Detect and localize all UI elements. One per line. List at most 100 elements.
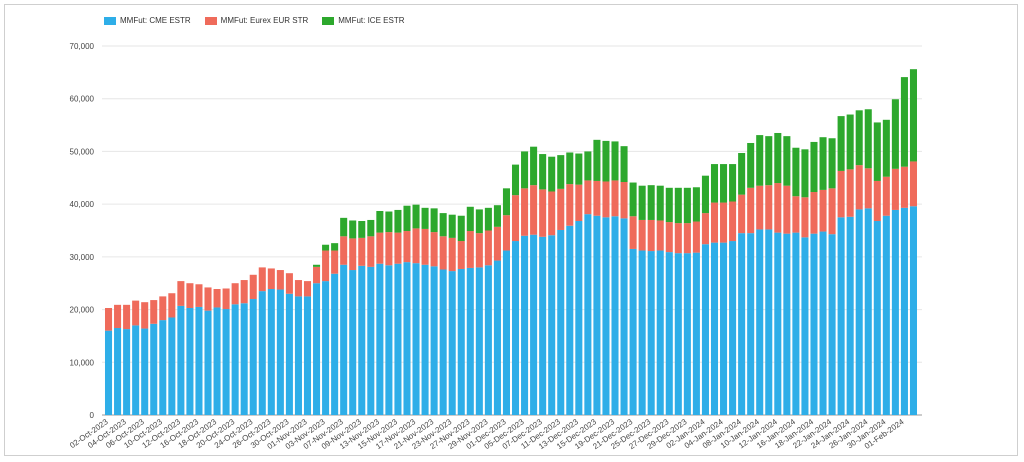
bar-cme-13-Dec-2023[interactable] xyxy=(575,221,583,415)
bar-eurex-20-Oct-2023[interactable] xyxy=(231,283,239,305)
bar-eurex-01-Dec-2023[interactable] xyxy=(502,215,510,251)
bar-eurex-02-Nov-2023[interactable] xyxy=(313,266,321,284)
bar-ice-22-Jan-2024[interactable] xyxy=(828,138,836,189)
bar-cme-23-Nov-2023[interactable] xyxy=(448,271,456,415)
bar-ice-27-Nov-2023[interactable] xyxy=(466,206,474,232)
bar-eurex-25-Oct-2023[interactable] xyxy=(258,267,266,292)
bar-cme-01-Nov-2023[interactable] xyxy=(303,296,312,415)
bar-eurex-08-Jan-2024[interactable] xyxy=(738,194,746,234)
bar-cme-17-Oct-2023[interactable] xyxy=(204,310,212,415)
bar-cme-26-Oct-2023[interactable] xyxy=(267,289,275,415)
bar-cme-17-Jan-2024[interactable] xyxy=(801,237,809,415)
bar-cme-16-Nov-2023[interactable] xyxy=(403,262,411,415)
bar-eurex-25-Jan-2024[interactable] xyxy=(855,165,863,210)
bar-cme-12-Jan-2024[interactable] xyxy=(774,232,782,415)
legend-item-ice[interactable]: MMFut: ICE ESTR xyxy=(322,16,404,25)
bar-ice-02-Nov-2023[interactable] xyxy=(313,264,321,267)
bar-cme-15-Dec-2023[interactable] xyxy=(593,215,601,415)
bar-eurex-10-Oct-2023[interactable] xyxy=(159,296,167,321)
bar-ice-04-Jan-2024[interactable] xyxy=(720,164,728,203)
bar-cme-09-Oct-2023[interactable] xyxy=(150,323,158,415)
bar-eurex-29-Dec-2023[interactable] xyxy=(683,223,691,254)
bar-cme-22-Dec-2023[interactable] xyxy=(638,250,646,415)
bar-eurex-10-Nov-2023[interactable] xyxy=(367,236,375,267)
bar-ice-13-Dec-2023[interactable] xyxy=(575,153,583,185)
bar-ice-08-Nov-2023[interactable] xyxy=(349,220,357,239)
bar-eurex-27-Oct-2023[interactable] xyxy=(276,270,284,290)
bar-cme-24-Jan-2024[interactable] xyxy=(846,216,854,415)
bar-ice-20-Nov-2023[interactable] xyxy=(421,207,429,229)
bar-eurex-12-Jan-2024[interactable] xyxy=(774,183,782,233)
bar-ice-30-Jan-2024[interactable] xyxy=(882,119,890,177)
bar-ice-23-Jan-2024[interactable] xyxy=(837,116,845,171)
bar-eurex-27-Nov-2023[interactable] xyxy=(466,231,474,268)
bar-eurex-23-Nov-2023[interactable] xyxy=(448,237,456,272)
bar-ice-26-Jan-2024[interactable] xyxy=(864,109,872,169)
bar-eurex-05-Jan-2024[interactable] xyxy=(729,201,737,242)
bar-cme-10-Jan-2024[interactable] xyxy=(756,229,764,415)
bar-eurex-13-Nov-2023[interactable] xyxy=(376,232,384,264)
bar-cme-03-Nov-2023[interactable] xyxy=(322,281,330,415)
bar-eurex-19-Dec-2023[interactable] xyxy=(611,180,619,217)
bar-eurex-03-Nov-2023[interactable] xyxy=(322,250,330,282)
bar-cme-30-Oct-2023[interactable] xyxy=(285,293,293,415)
bar-eurex-29-Nov-2023[interactable] xyxy=(484,230,492,266)
bar-cme-24-Oct-2023[interactable] xyxy=(249,299,257,415)
bar-ice-02-Feb-2024[interactable] xyxy=(909,69,917,162)
bar-cme-16-Jan-2024[interactable] xyxy=(792,232,800,415)
bar-eurex-17-Oct-2023[interactable] xyxy=(204,287,212,311)
bar-cme-12-Oct-2023[interactable] xyxy=(177,305,185,415)
bar-eurex-11-Dec-2023[interactable] xyxy=(557,188,565,230)
bar-eurex-18-Oct-2023[interactable] xyxy=(213,289,221,308)
bar-ice-19-Dec-2023[interactable] xyxy=(611,141,619,181)
bar-cme-31-Oct-2023[interactable] xyxy=(294,296,302,415)
bar-eurex-21-Dec-2023[interactable] xyxy=(629,216,637,249)
bar-ice-26-Dec-2023[interactable] xyxy=(656,185,664,221)
bar-eurex-06-Oct-2023[interactable] xyxy=(141,302,149,329)
bar-cme-18-Jan-2024[interactable] xyxy=(810,233,818,415)
bar-eurex-07-Dec-2023[interactable] xyxy=(539,189,547,237)
bar-eurex-24-Oct-2023[interactable] xyxy=(249,274,257,300)
bar-cme-21-Nov-2023[interactable] xyxy=(430,266,438,415)
bar-eurex-12-Oct-2023[interactable] xyxy=(177,281,185,306)
bar-cme-27-Oct-2023[interactable] xyxy=(276,289,284,415)
bar-cme-11-Dec-2023[interactable] xyxy=(557,229,565,415)
bar-ice-20-Dec-2023[interactable] xyxy=(620,146,628,183)
bar-cme-26-Jan-2024[interactable] xyxy=(864,208,872,415)
bar-eurex-04-Oct-2023[interactable] xyxy=(123,304,131,330)
bar-eurex-09-Oct-2023[interactable] xyxy=(150,300,158,324)
bar-cme-13-Oct-2023[interactable] xyxy=(186,307,194,415)
bar-cme-08-Nov-2023[interactable] xyxy=(349,270,357,415)
bar-cme-04-Oct-2023[interactable] xyxy=(123,329,131,415)
bar-ice-29-Nov-2023[interactable] xyxy=(484,207,492,231)
bar-ice-16-Nov-2023[interactable] xyxy=(403,205,411,232)
bar-eurex-02-Oct-2023[interactable] xyxy=(104,307,113,331)
bar-ice-07-Dec-2023[interactable] xyxy=(539,154,547,190)
bar-cme-02-Nov-2023[interactable] xyxy=(313,283,321,415)
bar-cme-30-Nov-2023[interactable] xyxy=(493,260,501,415)
bar-ice-14-Dec-2023[interactable] xyxy=(584,151,592,181)
bar-eurex-09-Nov-2023[interactable] xyxy=(358,237,366,266)
bar-eurex-30-Jan-2024[interactable] xyxy=(882,176,890,216)
bar-ice-29-Jan-2024[interactable] xyxy=(873,122,881,181)
bar-cme-27-Dec-2023[interactable] xyxy=(665,252,673,415)
bar-eurex-14-Nov-2023[interactable] xyxy=(385,232,393,266)
bar-ice-01-Jan-2024[interactable] xyxy=(692,187,700,222)
bar-ice-11-Dec-2023[interactable] xyxy=(557,155,565,189)
bar-cme-07-Nov-2023[interactable] xyxy=(340,264,348,415)
bar-ice-25-Jan-2024[interactable] xyxy=(855,110,863,166)
bar-eurex-02-Feb-2024[interactable] xyxy=(909,161,917,207)
bar-cme-09-Jan-2024[interactable] xyxy=(747,233,755,415)
bar-cme-01-Jan-2024[interactable] xyxy=(692,252,700,415)
bar-eurex-11-Oct-2023[interactable] xyxy=(168,293,176,318)
bar-cme-04-Jan-2024[interactable] xyxy=(720,242,728,415)
bar-cme-25-Dec-2023[interactable] xyxy=(647,251,655,415)
legend-item-eurex[interactable]: MMFut: Eurex EUR STR xyxy=(204,16,308,25)
bar-cme-11-Oct-2023[interactable] xyxy=(168,317,176,415)
bar-eurex-20-Nov-2023[interactable] xyxy=(421,228,429,265)
bar-eurex-22-Nov-2023[interactable] xyxy=(439,236,447,270)
bar-eurex-18-Jan-2024[interactable] xyxy=(810,192,818,234)
bar-ice-25-Dec-2023[interactable] xyxy=(647,185,655,220)
bar-eurex-16-Nov-2023[interactable] xyxy=(403,231,411,263)
bar-cme-01-Feb-2024[interactable] xyxy=(900,207,908,415)
